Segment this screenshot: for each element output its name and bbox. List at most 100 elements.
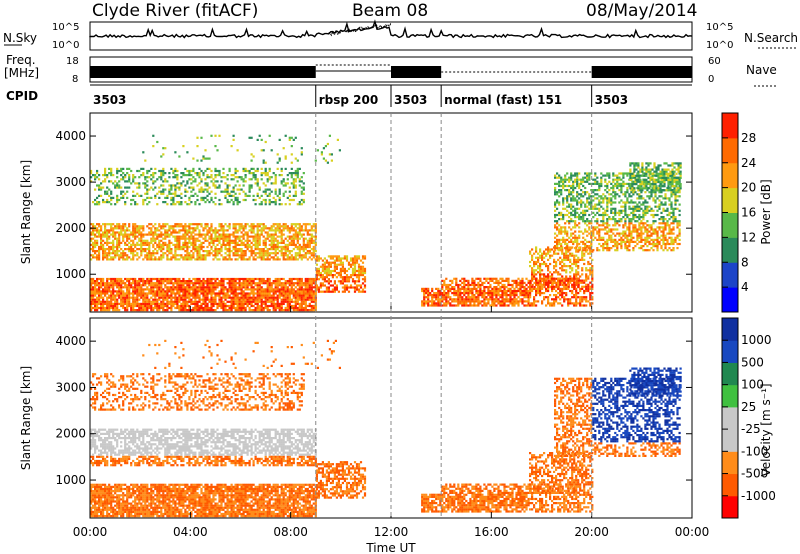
cell-3333 — [228, 194, 231, 197]
cell-534 — [168, 296, 171, 299]
cell-3753 — [347, 286, 351, 289]
cell-2201 — [200, 254, 203, 257]
cell-3207 — [188, 169, 191, 173]
cell-3540 — [294, 184, 297, 187]
cell-2184 — [196, 223, 199, 226]
cell-4539 — [539, 265, 542, 268]
cell-4235 — [527, 292, 530, 295]
cell-2315 — [220, 233, 223, 236]
cell-3447 — [264, 184, 267, 187]
cell-460 — [156, 277, 159, 281]
cell-1354 — [290, 300, 293, 303]
cell-932 — [228, 294, 231, 297]
cell-1891 — [148, 227, 151, 230]
cell-3039 — [138, 184, 141, 187]
cell-2649 — [274, 231, 277, 234]
cell-3059 — [144, 176, 147, 179]
cell-3130 — [168, 188, 171, 191]
cell-4300 — [483, 277, 486, 280]
cell-4878 — [583, 254, 586, 257]
cell-1165 — [262, 309, 265, 312]
cell-4157 — [505, 296, 508, 299]
cell-2828 — [304, 243, 307, 246]
cell-2651 — [274, 227, 277, 230]
cell-3268 — [206, 182, 209, 185]
cell-735 — [198, 304, 201, 308]
cell-4112 — [493, 294, 496, 297]
cell-3237 — [198, 182, 201, 185]
cell-2817 — [302, 241, 305, 244]
cell-1008 — [238, 284, 241, 287]
cell-627 — [182, 298, 185, 301]
cell-1472 — [306, 282, 309, 285]
cell-1201 — [266, 282, 269, 285]
cell-1227 — [270, 284, 273, 287]
cell-3341 — [230, 178, 233, 181]
cell-2524 — [254, 225, 257, 228]
cell-4382 — [537, 283, 540, 287]
cell-3687 — [335, 288, 338, 291]
cell-2891 — [90, 180, 93, 183]
cell-1490 — [310, 306, 313, 310]
cell-214 — [120, 286, 123, 289]
cell-2544 — [258, 248, 261, 251]
cell-1664 — [110, 229, 113, 232]
cell-4325 — [499, 277, 502, 280]
cell-4306 — [487, 277, 490, 280]
cell-553 — [170, 286, 173, 289]
cell-1558 — [94, 252, 97, 255]
cell-4080 — [483, 287, 486, 290]
cell-1221 — [270, 298, 273, 301]
cell-3005 — [126, 190, 129, 193]
cell-3128 — [168, 192, 171, 195]
cell-1686 — [114, 250, 117, 253]
cell-1879 — [146, 225, 149, 228]
cell-4722 — [563, 252, 566, 255]
cell-1250 — [274, 288, 277, 291]
cell-650 — [184, 282, 187, 285]
cell-3976 — [457, 300, 460, 303]
cell-3339 — [230, 194, 233, 197]
cell-2091 — [184, 256, 187, 259]
cell-3408 — [252, 174, 255, 177]
cell-2286 — [216, 254, 219, 257]
cell-2065 — [178, 231, 181, 234]
cell-459 — [156, 280, 159, 283]
cell-3080 — [152, 188, 155, 191]
cell-1683 — [114, 256, 117, 259]
cell-3879 — [427, 287, 430, 290]
cell-1136 — [258, 306, 261, 310]
cell-2816 — [302, 243, 305, 246]
cell-1623 — [104, 241, 107, 244]
cell-2577 — [262, 225, 265, 228]
cell-295 — [132, 280, 135, 283]
cell-4469 — [531, 285, 534, 288]
cell-2458 — [244, 252, 247, 255]
cell-3719 — [341, 282, 344, 285]
cell-264 — [128, 292, 131, 295]
cell-1918 — [154, 256, 157, 259]
cell-1056 — [246, 304, 249, 308]
cell-292 — [132, 288, 135, 291]
cell-155 — [112, 298, 115, 301]
cell-3990 — [459, 287, 462, 290]
cell-159 — [112, 290, 115, 293]
cell-3602 — [319, 271, 322, 275]
cell-1630 — [104, 223, 107, 226]
cell-3318 — [224, 194, 227, 197]
cell-959 — [232, 298, 235, 301]
cell-3510 — [284, 182, 287, 185]
cell-2860 — [310, 241, 313, 244]
cell-905 — [222, 277, 225, 281]
cell-3995 — [461, 296, 464, 299]
cell-1572 — [96, 250, 99, 253]
cell-4752 — [567, 254, 570, 257]
cell-1608 — [102, 252, 105, 255]
cell-3744 — [345, 280, 349, 283]
cell-1836 — [138, 225, 141, 228]
cell-2750 — [292, 256, 295, 259]
cell-4551 — [541, 279, 544, 282]
cell-3365 — [236, 176, 239, 179]
cell-2419 — [238, 250, 241, 253]
cell-3330 — [226, 178, 229, 181]
